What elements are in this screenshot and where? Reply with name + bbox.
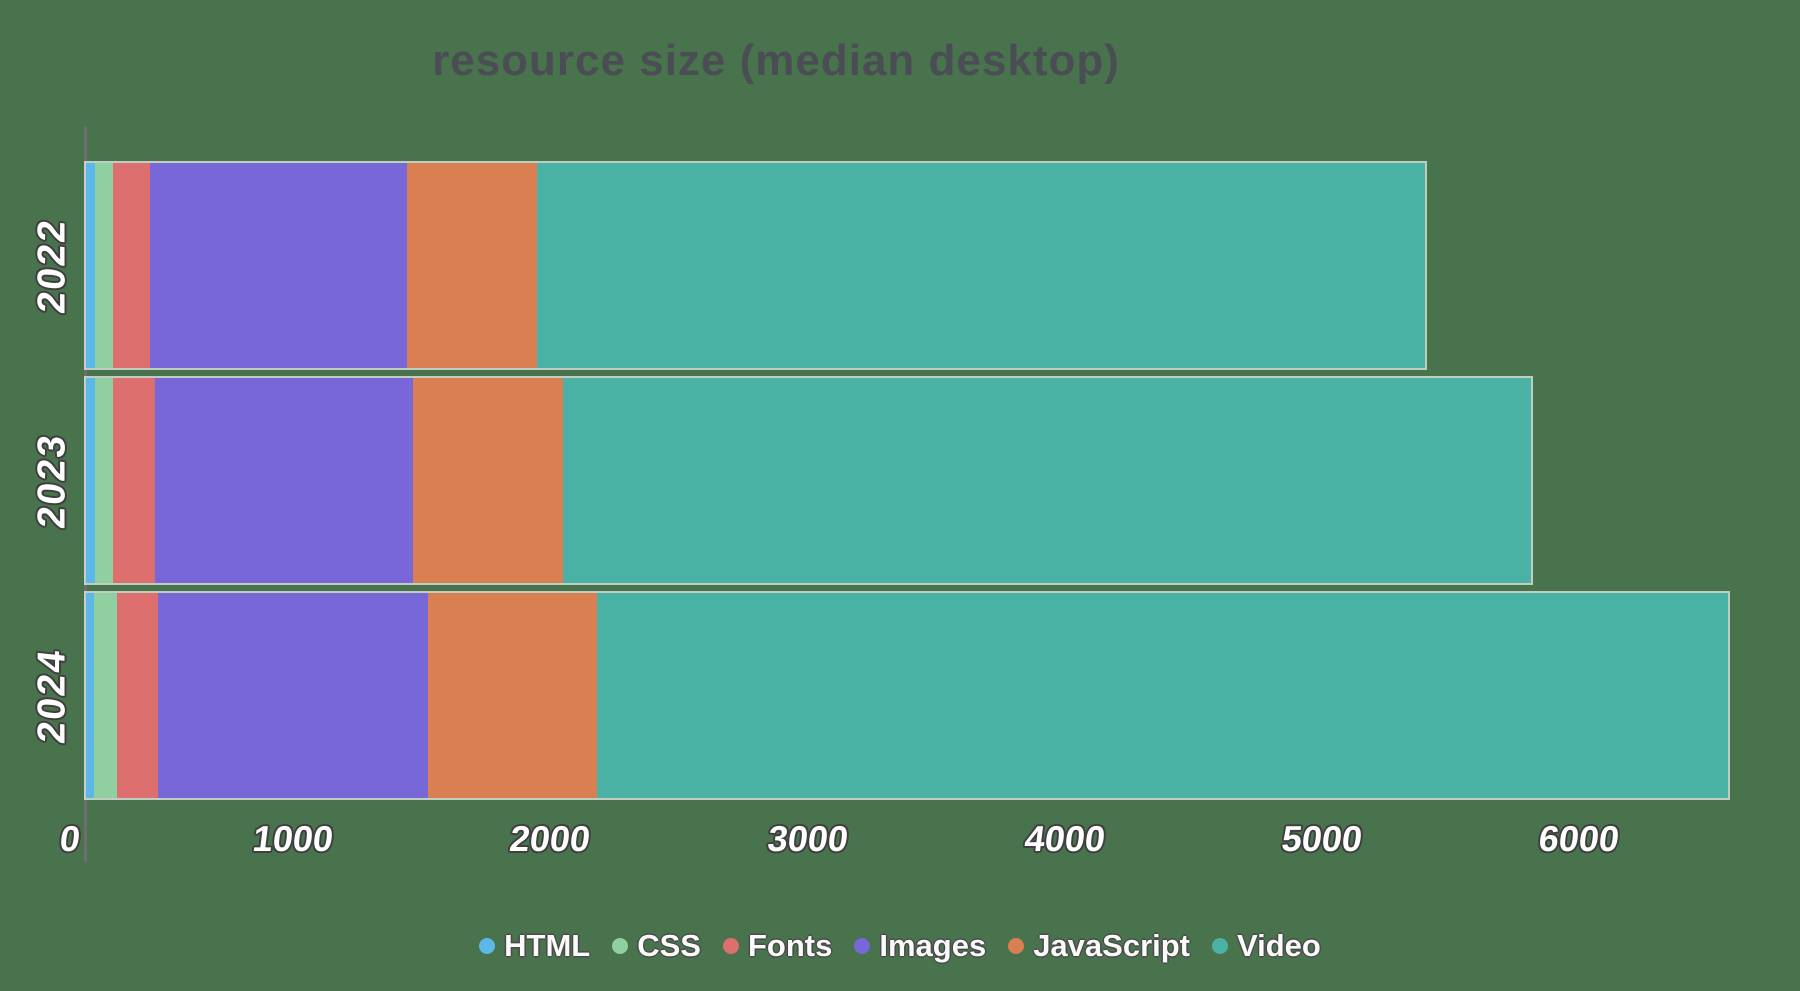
- bar-segment-video-2022: [537, 163, 1425, 368]
- bar-segment-javascript-2022: [407, 163, 538, 368]
- legend-dot-icon: [612, 938, 629, 954]
- bar-row-2023: [86, 378, 1532, 583]
- x-axis-label-6000: 6000: [1536, 818, 1622, 859]
- legend-dot-icon: [479, 938, 496, 954]
- bar-segment-javascript-2024: [428, 593, 597, 798]
- bar-segment-images-2024: [158, 593, 429, 798]
- legend-item-video: Video: [1212, 928, 1321, 964]
- x-axis-label-3000: 3000: [765, 818, 851, 859]
- x-axis-label-1000: 1000: [250, 818, 336, 859]
- legend-label: HTML: [504, 928, 591, 963]
- bar-segment-css-2022: [95, 163, 113, 368]
- legend-item-html: HTML: [479, 928, 590, 964]
- legend-dot-icon: [722, 938, 739, 954]
- bar-row-2022: [86, 163, 1425, 368]
- legend-label: Images: [879, 928, 987, 963]
- bar-segment-fonts-2023: [113, 378, 156, 583]
- legend-item-javascript: JavaScript: [1008, 928, 1190, 964]
- bar-segment-javascript-2023: [412, 378, 564, 583]
- bar-segment-video-2023: [563, 378, 1532, 583]
- bar-segment-images-2022: [150, 163, 408, 368]
- x-axis-label-4000: 4000: [1022, 818, 1108, 859]
- legend-dot-icon: [1212, 938, 1229, 954]
- legend-item-fonts: Fonts: [722, 928, 833, 964]
- y-axis-label-2024: 2024: [30, 645, 73, 746]
- bar-segment-video-2024: [596, 593, 1729, 798]
- chart-title: resource size (median desktop): [432, 36, 1120, 85]
- bar-segment-html-2022: [86, 163, 95, 368]
- x-axis-label-2000: 2000: [507, 818, 593, 859]
- legend: HTML CSS Fonts Images JavaScript Video: [0, 928, 1800, 964]
- bar-segment-css-2024: [93, 593, 117, 798]
- x-axis-label-5000: 5000: [1279, 818, 1365, 859]
- bar-segment-images-2023: [155, 378, 413, 583]
- legend-label: Video: [1237, 928, 1321, 963]
- bar-row-2024: [86, 593, 1729, 798]
- legend-label: CSS: [637, 928, 701, 963]
- legend-item-css: CSS: [612, 928, 701, 964]
- bar-segment-html-2023: [86, 378, 95, 583]
- legend-item-images: Images: [854, 928, 986, 964]
- y-axis-spine: [84, 126, 87, 862]
- bar-segment-css-2023: [95, 378, 113, 583]
- y-axis-label-2022: 2022: [30, 215, 73, 316]
- legend-label: Fonts: [747, 928, 833, 963]
- bar-segment-html-2024: [86, 593, 94, 798]
- legend-label: JavaScript: [1033, 928, 1191, 963]
- bar-segment-fonts-2022: [113, 163, 151, 368]
- x-axis-label-0: 0: [57, 818, 83, 859]
- bar-segment-fonts-2024: [116, 593, 158, 798]
- legend-dot-icon: [1008, 938, 1025, 954]
- legend-dot-icon: [854, 938, 871, 954]
- y-axis-label-2023: 2023: [30, 430, 73, 531]
